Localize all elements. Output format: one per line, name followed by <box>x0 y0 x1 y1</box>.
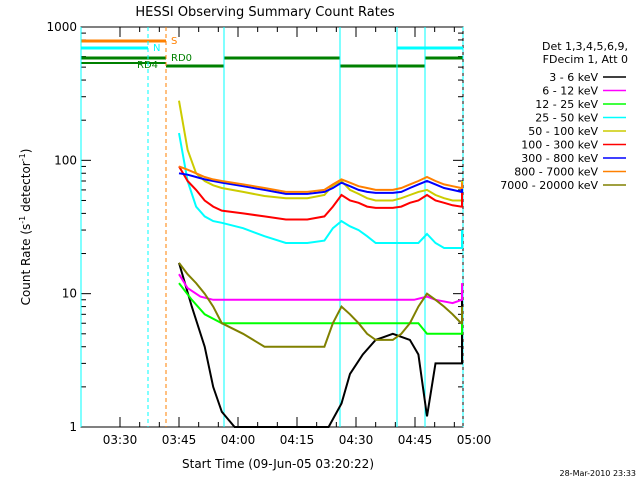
series-line-2 <box>178 273 463 305</box>
flag-label-s: S <box>171 36 177 47</box>
y-axis-label-exp2: -1 <box>18 153 27 161</box>
y-axis: 1 10 100 1000 <box>46 20 463 434</box>
x-axis-label: Start Time (09-Jun-05 03:20:22) <box>182 457 374 471</box>
series-line-6 <box>178 165 463 221</box>
plot-area <box>80 26 464 428</box>
x-tick-label: 03:30 <box>103 433 138 447</box>
y-axis-label-end: ) <box>19 149 33 154</box>
y-tick-label: 100 <box>54 153 77 167</box>
flag-label-n: N <box>153 43 160 54</box>
series-line-8 <box>178 165 463 193</box>
legend-label-5: 50 - 100 keV <box>528 125 598 138</box>
attenuator-markers <box>80 27 464 427</box>
plot-frame <box>80 26 464 428</box>
flag-label-rd0: RD0 <box>171 53 192 64</box>
y-axis-label: Count Rate (s-1 detector-1) <box>18 149 33 306</box>
series-line-1 <box>178 262 463 428</box>
x-tick-label: 04:30 <box>339 433 374 447</box>
x-tick-label: 05:00 <box>457 433 492 447</box>
legend: Det 1,3,4,5,6,9, FDecim 1, Att 0 3 - 6 k… <box>500 40 628 192</box>
x-tick-label: 04:00 <box>221 433 256 447</box>
y-axis-label-mid: detector <box>19 161 33 216</box>
y-tick-label: 10 <box>62 287 77 301</box>
y-tick-label: 1 <box>69 420 77 434</box>
series-line-9 <box>178 262 463 348</box>
x-axis: 03:30 03:45 04:00 04:15 04:30 04:45 05:00 <box>103 27 492 447</box>
series-layer <box>178 100 463 428</box>
series-line-3 <box>178 282 463 335</box>
legend-label-3: 12 - 25 keV <box>535 98 598 111</box>
legend-header-2: FDecim 1, Att 0 <box>543 53 628 66</box>
x-tick-label: 04:45 <box>398 433 433 447</box>
x-tick-label: 03:45 <box>162 433 197 447</box>
legend-label-1: 3 - 6 keV <box>549 71 598 84</box>
legend-label-4: 25 - 50 keV <box>535 112 598 125</box>
series-line-4 <box>178 132 463 249</box>
y-axis-label-main: Count Rate (s <box>19 224 33 306</box>
legend-label-2: 6 - 12 keV <box>542 85 598 98</box>
y-axis-label-exp: -1 <box>18 216 27 224</box>
y-tick-label: 1000 <box>46 20 77 34</box>
legend-label-6: 100 - 300 keV <box>521 139 598 152</box>
footer-timestamp: 28-Mar-2010 23:33 <box>560 469 637 478</box>
legend-label-9: 7000 - 20000 keV <box>500 179 598 192</box>
legend-label-8: 800 - 7000 keV <box>514 166 598 179</box>
chart-title: HESSI Observing Summary Count Rates <box>135 5 394 20</box>
observing-flags: S N RD0 RD4 <box>81 36 463 71</box>
legend-label-7: 300 - 800 keV <box>521 152 598 165</box>
series-line-7 <box>178 172 463 195</box>
legend-header-1: Det 1,3,4,5,6,9, <box>542 40 628 53</box>
series-line-5 <box>178 100 463 202</box>
x-tick-label: 04:15 <box>280 433 315 447</box>
